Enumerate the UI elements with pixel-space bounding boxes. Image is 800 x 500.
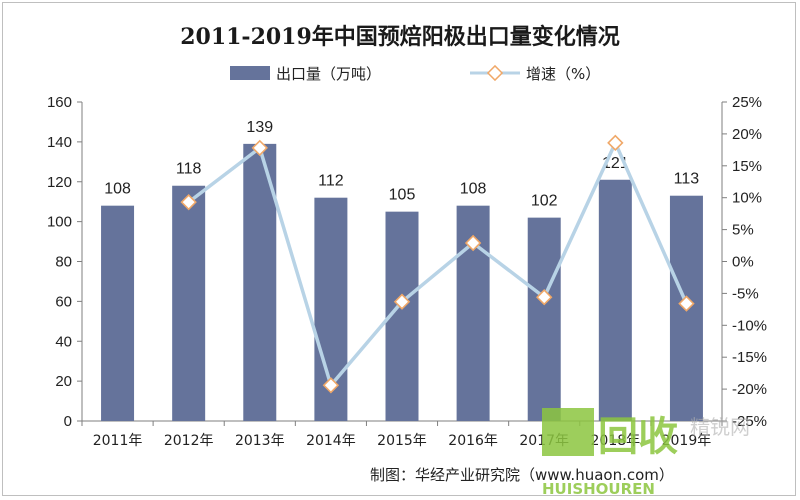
legend-line-marker [486,64,504,82]
bar-data-label: 118 [176,161,202,178]
bar-data-label: 139 [246,119,273,136]
x-axis-labels: 2011年2012年2013年2014年2015年2016年2017年2018年… [93,433,712,449]
bar-data-label: 105 [389,187,416,204]
legend-bar-swatch [230,66,270,80]
bar-data-label: 112 [318,173,344,190]
growth-line [187,141,689,388]
bar-data-label: 108 [104,181,131,198]
left-tick-label: 60 [55,293,72,310]
right-tick-label: -5% [732,285,759,302]
right-tick-label: 15% [732,158,762,175]
watermark-main: 回收 [598,414,678,460]
left-tick-label: 80 [55,254,72,271]
growth-point [678,295,695,312]
watermark-box [542,408,594,456]
right-tick-label: 25% [732,94,762,111]
growth-point [607,134,624,152]
bar-series [101,143,703,421]
right-tick-label: -25% [732,413,767,430]
bar [527,217,561,421]
growth-point [180,193,197,211]
left-tick-label: 160 [47,94,72,111]
legend: 出口量（万吨） 增速（%） [230,64,600,83]
right-tick-label: 5% [732,222,754,239]
right-tick-label: 20% [732,126,762,143]
bar-data-label: 108 [460,181,487,198]
right-tick-label: 0% [732,254,754,271]
x-tick-label: 2019年 [662,433,712,449]
watermark-corner: 精锐网 [690,415,750,439]
right-tick-label: -10% [732,317,767,334]
bar-data-label: 113 [674,171,700,188]
right-tick-label: 10% [732,190,762,207]
left-tick-label: 40 [55,333,72,350]
growth-line-series [180,134,695,394]
x-tick-label: 2012年 [164,433,214,449]
bar [172,185,206,421]
growth-point [464,234,482,252]
right-tick-label: -15% [732,349,767,366]
source-credit: 制图：华经产业研究院（www.huaon.com） [370,466,674,484]
chart-title: 2011-2019年中国预焙阳极出口量变化情况 [180,24,620,50]
right-axis-labels: -25% -20% -15% -10% -5% 0% 5% 10% 15% 20% 25% [732,94,767,430]
bar [101,205,135,421]
growth-point [322,377,340,394]
bar [598,179,632,421]
left-tick-label: 140 [47,134,72,151]
legend-line-label: 增速（%） [526,65,600,83]
right-tick-label: -20% [732,381,767,398]
left-axis-labels: 0 20 40 60 80 100 120 140 160 [47,94,72,430]
x-tick-label: 2011年 [93,433,143,449]
growth-point [393,293,411,310]
watermark-sub: HUISHOUREN [542,480,655,498]
bar-data-label: 102 [531,193,558,210]
x-tick-label: 2015年 [377,433,427,449]
watermark-logo: 回收 HUISHOUREN 精锐网 [542,408,750,498]
left-tick-label: 100 [47,214,72,231]
growth-point [536,289,553,306]
growth-point [251,139,268,157]
left-tick-label: 20 [55,373,72,390]
left-tick-label: 0 [64,413,72,430]
x-tick-label: 2018年 [591,433,641,449]
legend-bar-label: 出口量（万吨） [276,65,381,83]
left-tick-label: 120 [47,174,72,191]
x-tick-label: 2013年 [235,433,285,449]
x-tick-label: 2014年 [306,433,356,449]
x-tick-label: 2016年 [448,433,498,449]
